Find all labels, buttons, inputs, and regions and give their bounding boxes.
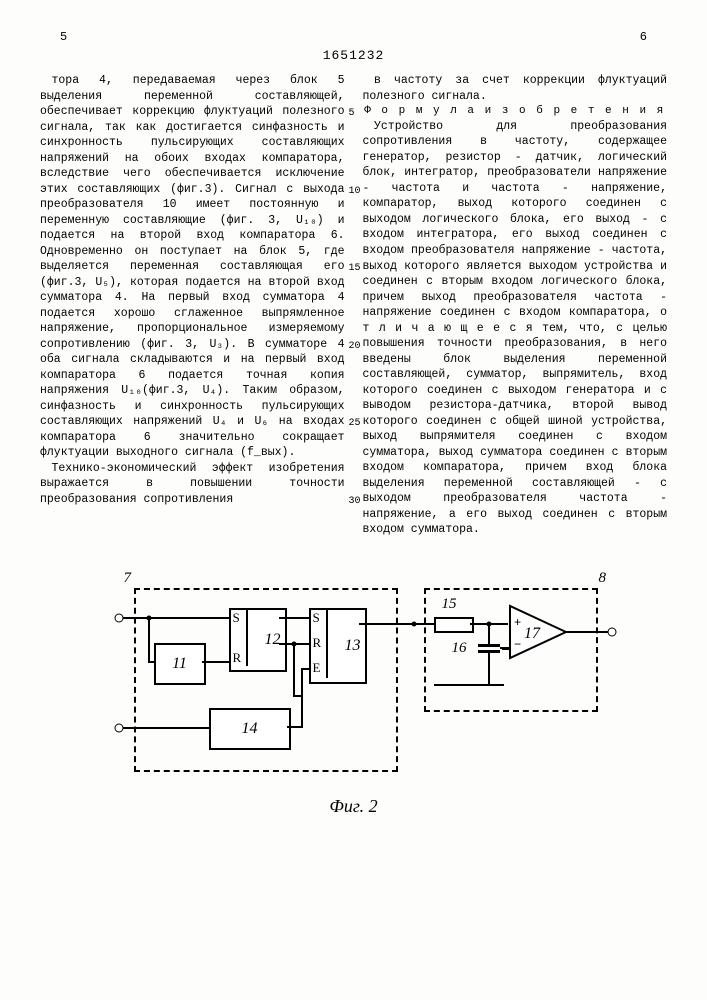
block-11: 11 xyxy=(154,643,206,685)
port-e-13: E xyxy=(313,660,321,676)
block-12-divider xyxy=(246,610,248,666)
col2-para2: Устройство для преобразования сопротивле… xyxy=(363,119,668,538)
svg-text:−: − xyxy=(514,638,521,652)
opamp-label-text: 17 xyxy=(524,625,541,642)
column-right: 5 10 15 20 25 30 в частоту за счет корре… xyxy=(363,73,668,538)
wire xyxy=(279,617,309,619)
block-13-divider xyxy=(326,610,328,678)
wire xyxy=(301,668,303,696)
port-r-13: R xyxy=(313,635,322,651)
block-14-label: 14 xyxy=(242,720,258,738)
node xyxy=(486,621,491,626)
line-mark: 5 xyxy=(349,107,361,121)
wire xyxy=(293,644,295,696)
col1-para1: тора 4, передаваемая через блок 5 выделе… xyxy=(40,73,345,461)
column-left: тора 4, передаваемая через блок 5 выделе… xyxy=(40,73,345,538)
line-number-gutter: 5 10 15 20 25 30 xyxy=(349,73,361,508)
diagram-area: 7 8 11 12 S R 13 S R E xyxy=(40,568,667,817)
label-15: 15 xyxy=(442,596,457,613)
port-r-12: R xyxy=(233,650,242,666)
terminal-out xyxy=(607,627,616,636)
wire xyxy=(488,624,490,644)
label-16: 16 xyxy=(452,640,467,657)
col1-para2: Технико-экономический эффект изобретения… xyxy=(40,461,345,508)
wire xyxy=(301,696,303,728)
page-num-left: 5 xyxy=(60,30,67,44)
wire xyxy=(123,727,209,729)
label-8: 8 xyxy=(599,570,607,587)
opamp-17: 17 + − xyxy=(508,604,568,660)
resistor-15 xyxy=(434,617,474,633)
text-columns: тора 4, передаваемая через блок 5 выделе… xyxy=(40,73,667,538)
line-mark: 30 xyxy=(349,495,361,509)
wire xyxy=(434,684,504,686)
line-mark: 20 xyxy=(349,340,361,354)
block-13-label: 13 xyxy=(345,637,361,655)
wire xyxy=(488,653,490,685)
line-mark: 10 xyxy=(349,185,361,199)
wire xyxy=(202,661,229,663)
svg-text:+: + xyxy=(514,616,521,630)
wire xyxy=(500,647,510,649)
node xyxy=(411,621,416,626)
wire xyxy=(123,617,229,619)
patent-number: 1651232 xyxy=(40,48,667,63)
formula-heading: Ф о р м у л а и з о б р е т е н и я xyxy=(363,104,668,119)
label-7: 7 xyxy=(124,570,132,587)
wire xyxy=(148,618,150,662)
page-num-right: 6 xyxy=(640,30,647,44)
line-mark: 25 xyxy=(349,417,361,431)
port-s-13: S xyxy=(313,610,320,626)
wire xyxy=(564,631,609,633)
block-14: 14 xyxy=(209,708,291,750)
block-12-label: 12 xyxy=(265,631,281,649)
figure-caption: Фиг. 2 xyxy=(329,796,377,817)
wire xyxy=(359,623,434,625)
cap-plate-top xyxy=(478,644,500,647)
col2-para1: в частоту за счет коррекции флуктуаций п… xyxy=(363,73,668,104)
wire xyxy=(148,661,156,663)
circuit-diagram: 7 8 11 12 S R 13 S R E xyxy=(94,568,614,788)
line-mark: 15 xyxy=(349,262,361,276)
port-s-12: S xyxy=(233,610,240,626)
block-11-label: 11 xyxy=(172,655,187,673)
